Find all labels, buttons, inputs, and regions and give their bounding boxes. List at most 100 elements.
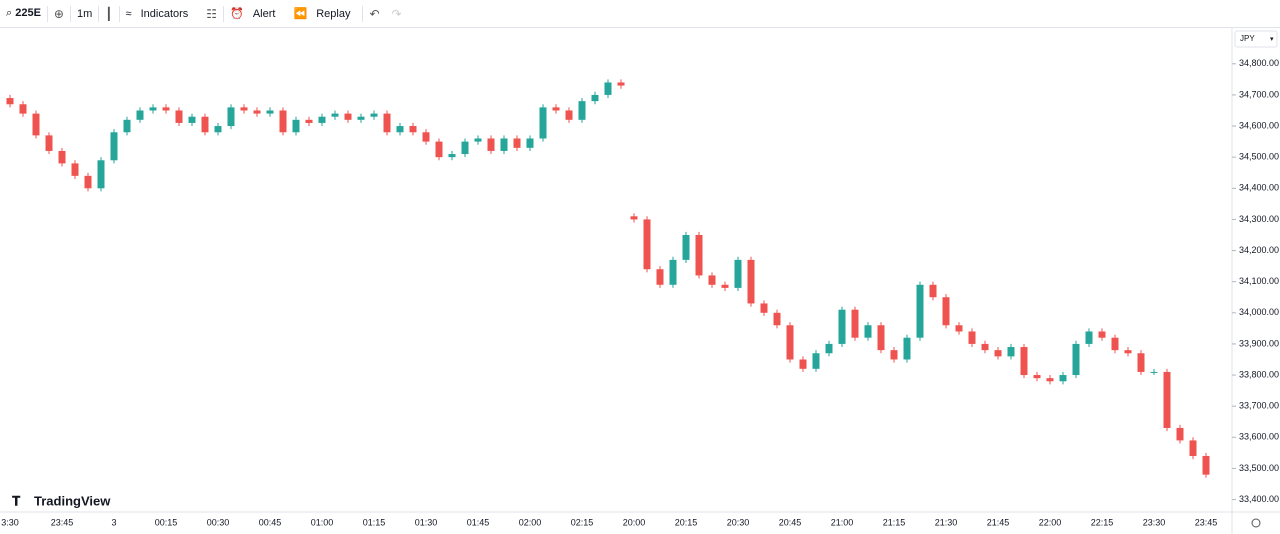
candle-body (630, 216, 638, 220)
candle-body (253, 110, 261, 114)
y-tick-label: 34,400.00 (1239, 183, 1279, 193)
candle-body (734, 259, 742, 288)
templates[interactable]: ☷ (206, 6, 218, 21)
candle-body (201, 116, 209, 133)
indicators[interactable]: ≈ Indicators (125, 7, 189, 20)
candle-body (474, 138, 482, 142)
candle-body (721, 284, 729, 288)
y-tick-label: 34,300.00 (1239, 214, 1279, 224)
candle-body (279, 110, 287, 133)
candle-body (1137, 353, 1145, 372)
settings-icon[interactable] (1251, 518, 1261, 528)
candle-body (149, 107, 157, 111)
x-tick-label: 23:45 (1195, 517, 1218, 527)
y-tick-label: 33,800.00 (1239, 369, 1279, 379)
candle-body (929, 284, 937, 298)
candle-body (903, 337, 911, 360)
candle-body (669, 259, 677, 285)
interval[interactable]: 1m (76, 7, 93, 20)
symbol-search[interactable]: ⌕ 225E (6, 7, 41, 19)
add-symbol[interactable]: ⊕ (53, 6, 64, 21)
redo[interactable]: ↷ (391, 6, 402, 21)
x-tick-label: 21:30 (935, 517, 958, 527)
candle-body (539, 107, 547, 139)
candle-body (45, 135, 53, 151)
x-tick-label: 22:00 (1039, 517, 1062, 527)
candle-body (1150, 371, 1158, 373)
y-tick-label: 33,400.00 (1239, 494, 1279, 504)
x-tick-label: 21:15 (883, 517, 906, 527)
x-tick-label: 3 (111, 517, 116, 527)
candle-body (84, 175, 92, 189)
x-tick-label: 00:15 (155, 517, 178, 527)
candle-body (838, 309, 846, 344)
candle-body (227, 107, 235, 127)
symbol[interactable]: 225E (15, 7, 41, 19)
watermark: TradingView (34, 493, 111, 508)
candle-body (656, 269, 664, 285)
alert-label[interactable]: Alert (252, 8, 276, 20)
currency-box[interactable] (1234, 30, 1278, 48)
candle-body (1072, 343, 1080, 376)
candle-body (747, 259, 755, 304)
candle-body (786, 325, 794, 360)
candle-body (240, 107, 248, 111)
candle-body (760, 303, 768, 313)
candle-body (1189, 440, 1197, 456)
candle-body (578, 101, 586, 120)
separator (98, 5, 100, 22)
candle-body (604, 82, 612, 95)
candle-body (175, 110, 183, 123)
currency-caret[interactable]: ▾ (1270, 36, 1274, 43)
candle-body (825, 343, 833, 354)
separator (46, 5, 48, 22)
candle-body (188, 116, 196, 123)
candle-body (1111, 337, 1119, 351)
undo[interactable]: ↶ (369, 6, 380, 21)
replay-label[interactable]: Replay (316, 8, 351, 20)
candle-body (695, 234, 703, 276)
x-tick-label: 20:45 (779, 517, 802, 527)
x-tick-label: 01:15 (363, 517, 386, 527)
candle-body (162, 107, 170, 111)
candle-body (1007, 347, 1015, 357)
indicators-label[interactable]: Indicators (140, 7, 189, 20)
y-tick-label: 33,900.00 (1239, 338, 1279, 348)
x-tick-label: 20:30 (727, 517, 750, 527)
candle-body (97, 160, 105, 189)
x-tick-label: 23:45 (51, 517, 74, 527)
candle-body (877, 325, 885, 351)
candle-body (32, 113, 40, 136)
replay[interactable]: ⏪ Replay (293, 8, 351, 20)
x-tick-label: 23:30 (1143, 517, 1166, 527)
candle-body (565, 110, 573, 120)
candle-body (942, 297, 950, 326)
candle-body (344, 113, 352, 120)
candle-body (1124, 350, 1132, 354)
currency[interactable]: JPY (1240, 34, 1255, 43)
candle-body (370, 113, 378, 117)
candle-body (1098, 331, 1106, 338)
candle-body (110, 132, 118, 161)
candle-body (435, 141, 443, 158)
candle-body (552, 107, 560, 111)
candle-body (136, 110, 144, 120)
y-tick-label: 34,000.00 (1239, 307, 1279, 317)
candle-body (1046, 378, 1054, 382)
candle-body (591, 94, 599, 102)
candle-body (357, 116, 365, 120)
candle-body (682, 234, 690, 260)
candle-body (1059, 375, 1067, 382)
candle-body (500, 138, 508, 151)
candle-body (58, 150, 66, 164)
x-tick-label: 20:15 (675, 517, 698, 527)
candle-body (812, 353, 820, 369)
chart-type[interactable]: ┃ (105, 6, 113, 21)
candle-body (513, 138, 521, 148)
y-tick-label: 34,100.00 (1239, 276, 1279, 286)
y-tick-label: 34,200.00 (1239, 245, 1279, 255)
alert[interactable]: ⏰ Alert (230, 8, 276, 20)
separator (69, 5, 71, 22)
x-tick-label: 22:15 (1091, 517, 1114, 527)
